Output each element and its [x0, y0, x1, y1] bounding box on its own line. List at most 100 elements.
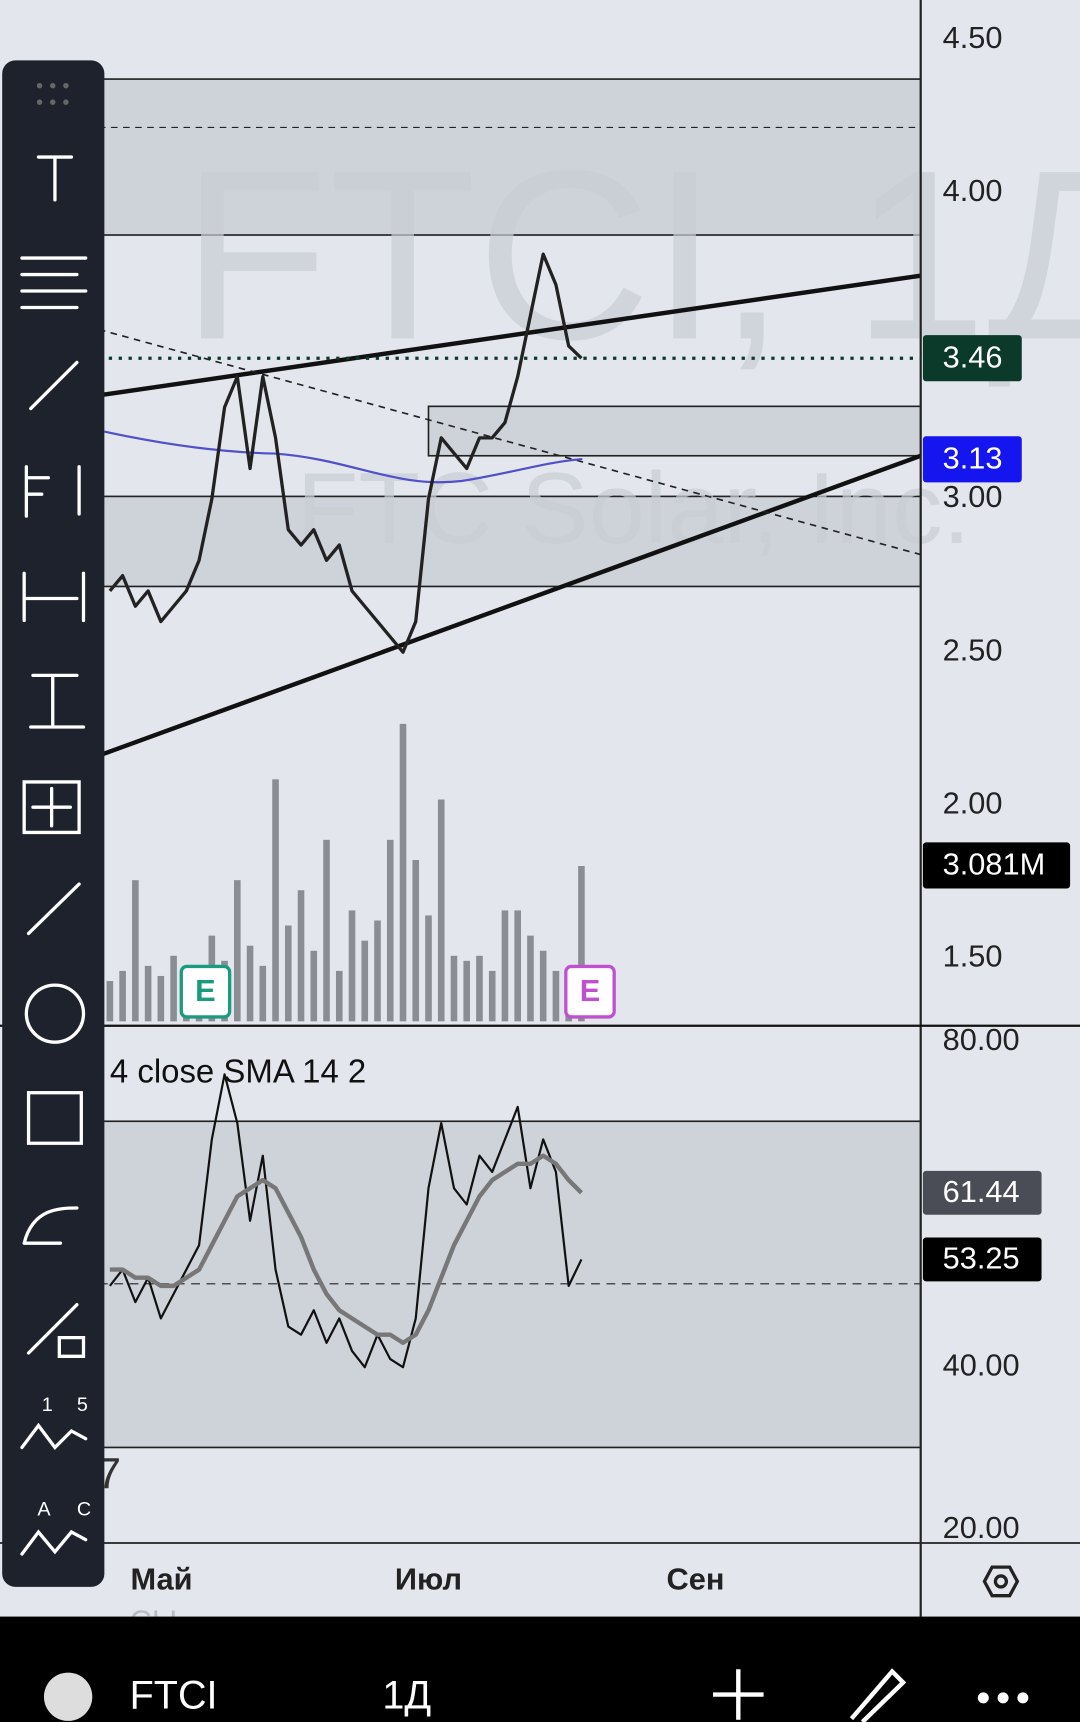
volume-bar	[361, 940, 369, 1022]
add-button[interactable]	[713, 1669, 764, 1720]
event-marker	[179, 964, 232, 1019]
volume-bar	[463, 960, 471, 1022]
volume-bar	[234, 880, 241, 1022]
volume-bar	[488, 970, 496, 1022]
volume-bar	[450, 955, 458, 1022]
volume-bar	[323, 839, 330, 1022]
trend-tool[interactable]	[29, 360, 79, 411]
volume-bar	[170, 955, 177, 1022]
event-marker	[564, 964, 616, 1019]
price-line	[108, 252, 583, 654]
symbol-logo	[43, 1672, 93, 1721]
rsi-line	[109, 1153, 583, 1346]
position-tool[interactable]	[22, 780, 81, 835]
indicator-legend: 4 close SMA 14 2	[110, 1053, 366, 1090]
volume-bar	[246, 945, 254, 1022]
settings-button[interactable]	[982, 1565, 1020, 1598]
time-label: Июл	[395, 1562, 462, 1597]
moving-average	[104, 430, 583, 484]
volume-bar	[374, 920, 381, 1022]
price-badge	[922, 335, 1022, 382]
fib-tool[interactable]	[20, 256, 88, 310]
price-badge	[922, 436, 1022, 483]
bottom-bar	[0, 1616, 1080, 1722]
note-tool[interactable]	[26, 1303, 86, 1358]
toolbar-grip	[36, 82, 69, 105]
volume-bar	[514, 910, 521, 1022]
symbol[interactable]: FTCI	[130, 1673, 218, 1717]
time-label: Сен	[667, 1562, 725, 1597]
measure-tool[interactable]	[29, 673, 86, 729]
wave-tool[interactable]	[20, 1422, 88, 1450]
volume-bar	[476, 955, 483, 1022]
volume-bar	[310, 950, 318, 1022]
time-label: Май	[130, 1562, 192, 1597]
event-label: E	[195, 973, 216, 1008]
y-tick-label: 40.00	[943, 1347, 1020, 1382]
volume-bar	[132, 880, 139, 1022]
value-badge	[922, 1170, 1042, 1215]
volume-bar	[399, 723, 407, 1022]
volume-bar	[552, 970, 560, 1022]
icon-label: 1	[42, 1394, 53, 1416]
price-badge-label: 3.13	[943, 441, 1003, 476]
volume-badge	[922, 842, 1071, 889]
icon-label: 5	[77, 1394, 88, 1416]
y-tick-label: 3.00	[943, 479, 1003, 514]
watermark-name: FTC Solar, Inc.	[297, 453, 971, 565]
y-tick-label: 4.00	[943, 173, 1003, 208]
volume-bar	[284, 925, 292, 1022]
y-tick-label: 4.50	[943, 20, 1003, 55]
trend-line	[98, 453, 922, 758]
y-tick-label: 80.00	[943, 1022, 1020, 1057]
icon-label: C	[77, 1498, 91, 1520]
volume-bar	[425, 915, 432, 1022]
volume-bar	[348, 910, 356, 1022]
value-badge	[922, 1237, 1042, 1282]
y-tick-label: 2.00	[943, 785, 1003, 820]
volume-bar	[259, 965, 267, 1022]
rect-tool[interactable]	[26, 1091, 83, 1145]
range-tool[interactable]	[22, 571, 86, 623]
drawing-toolbar: 1 5 A C	[2, 60, 105, 1587]
rsi-line	[109, 1073, 583, 1369]
volume-bar	[437, 799, 445, 1022]
volume-bar	[272, 779, 279, 1022]
volume-bar	[386, 839, 394, 1022]
volume-bar	[335, 970, 343, 1022]
value-badge-label: 53.25	[943, 1241, 1020, 1276]
text-tool[interactable]	[36, 155, 74, 202]
volume-bar	[144, 965, 152, 1022]
event-label: E	[580, 973, 601, 1008]
y-tick-label: 2.50	[943, 632, 1003, 667]
settings-icon-dot	[993, 1574, 1009, 1589]
volume-bar	[297, 890, 305, 1022]
abc-tool[interactable]	[20, 1529, 88, 1556]
volume-bar	[578, 866, 585, 1022]
volume-bar	[527, 935, 534, 1022]
chart-layer: 4.50 4.00 3.00 2.50 2.00 1.50 3.46 3.13 E E 3.081M…	[98, 20, 1071, 1545]
volume-bar	[539, 950, 547, 1022]
volume-bar	[106, 981, 114, 1022]
draw-button[interactable]	[849, 1668, 907, 1722]
y-tick-label: 20.00	[943, 1510, 1020, 1545]
volume-badge-label: 3.081M	[943, 847, 1046, 882]
value-badge-label: 61.44	[943, 1174, 1020, 1209]
volume-bar	[501, 910, 509, 1022]
icon-label: A	[37, 1498, 51, 1520]
price-badge-label: 3.46	[943, 339, 1003, 374]
y-tick-label: 1.50	[943, 938, 1003, 973]
ellipse-tool[interactable]	[24, 983, 86, 1044]
more-button[interactable]	[977, 1692, 1029, 1704]
volume-bar	[412, 860, 420, 1022]
volume-bar	[157, 975, 165, 1022]
brush-tool[interactable]	[22, 1206, 79, 1245]
zone	[427, 405, 922, 457]
pattern-tool[interactable]	[24, 465, 81, 518]
interval[interactable]: 1Д	[382, 1673, 431, 1717]
line-tool[interactable]	[26, 882, 81, 936]
trend-line-dashed	[98, 328, 921, 556]
trend-line	[98, 273, 922, 398]
